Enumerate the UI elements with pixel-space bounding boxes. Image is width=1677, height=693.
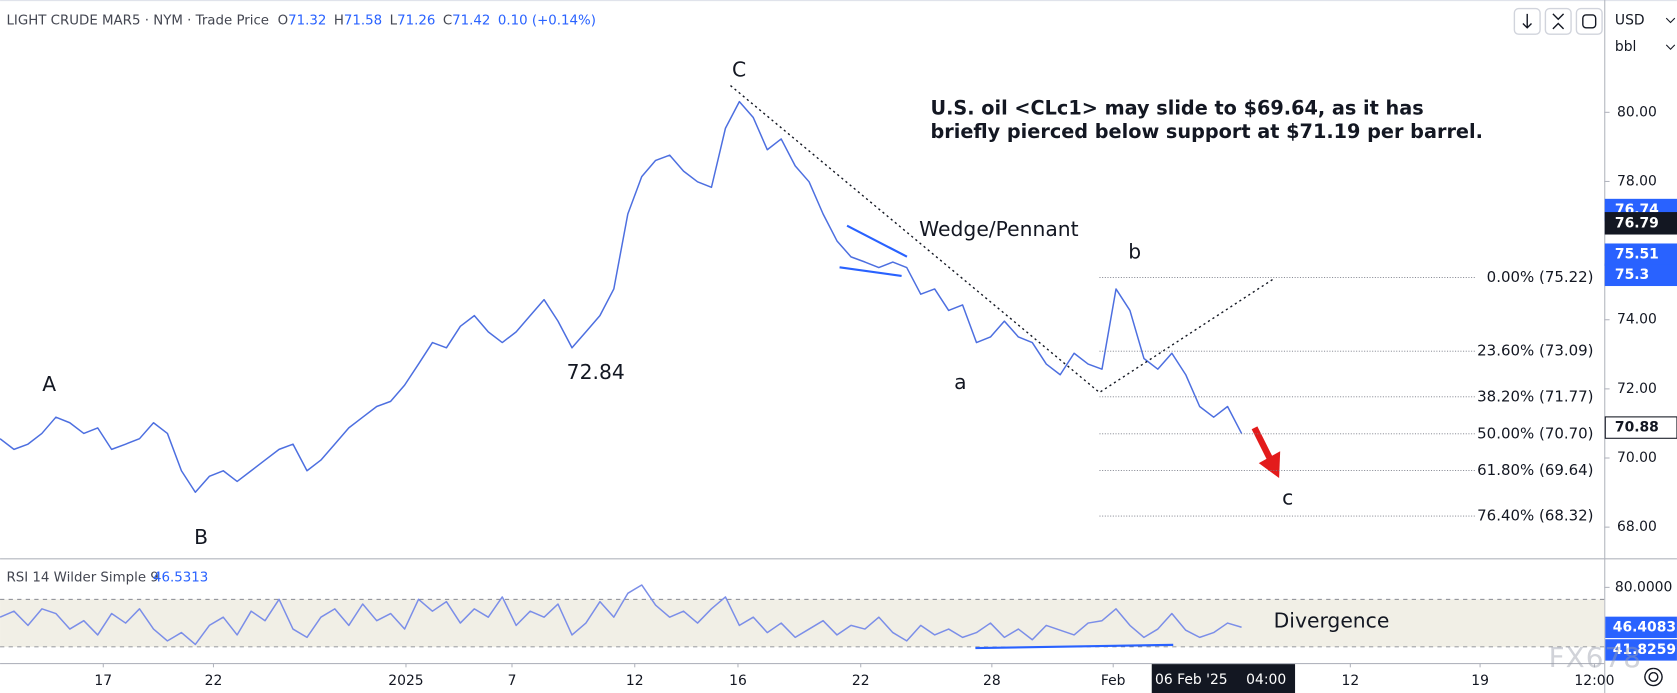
dropdown-chevrons xyxy=(1665,17,1676,50)
x-tick-label: 28 xyxy=(983,673,1001,689)
crosshair-time: 04:00 xyxy=(1246,672,1286,688)
rsi-tag xyxy=(1605,616,1677,639)
x-tick-label: 17 xyxy=(94,673,112,689)
quote-label: H xyxy=(334,13,344,28)
x-tick-label: 12:00 xyxy=(1574,673,1614,689)
note-line: briefly pierced below support at $71.19 … xyxy=(930,120,1482,143)
fib-label: 61.80% (69.64) xyxy=(1477,461,1593,479)
toolbar xyxy=(1513,7,1663,687)
quote-value: 71.42 xyxy=(452,13,490,28)
quote-label: L xyxy=(390,13,398,28)
quote-label: O xyxy=(278,13,289,28)
rsi-value: 46.5313 xyxy=(153,571,208,586)
price-label: 72.84 xyxy=(567,360,625,384)
settings-icon[interactable] xyxy=(1644,667,1663,687)
quote-value: 71.26 xyxy=(397,13,435,28)
rsi-band xyxy=(0,599,1605,647)
crosshair-box xyxy=(1151,664,1296,693)
fib-label: 50.00% (70.70) xyxy=(1477,424,1593,442)
watermark: FX678 xyxy=(1549,641,1642,674)
y-tick-label: 78.00 xyxy=(1617,173,1657,189)
price-tag-label: 70.88 xyxy=(1615,420,1659,436)
x-tick-label: 12 xyxy=(626,673,644,689)
arrow-head xyxy=(1258,451,1281,479)
quote-value: 71.32 xyxy=(288,13,326,28)
x-tick-label: 22 xyxy=(852,673,870,689)
wave-label: c xyxy=(1282,485,1293,509)
x-tick-label: 19 xyxy=(1471,673,1489,689)
quote-value: 71.58 xyxy=(344,13,382,28)
fullscreen-button[interactable] xyxy=(1575,7,1603,35)
y-tick-label: 70.00 xyxy=(1617,450,1657,466)
x-tick-label: 16 xyxy=(729,673,747,689)
price-tag-label: 76.79 xyxy=(1615,215,1659,231)
y-tick-label: 80.0000 xyxy=(1615,579,1672,595)
y-tick-label: 68.00 xyxy=(1617,519,1657,535)
note-line: U.S. oil <CLc1> may slide to $69.64, as … xyxy=(930,97,1423,120)
rsi-tag-label: 41.8259 xyxy=(1613,642,1676,658)
price-line xyxy=(0,584,1242,646)
collapse-button[interactable] xyxy=(1544,7,1572,35)
y-tick-label: 72.00 xyxy=(1617,381,1657,397)
wedge-line xyxy=(839,266,902,277)
price-line xyxy=(0,100,1243,494)
x-tick-label: 7 xyxy=(508,673,517,689)
quote-value: 0.10 (+0.14%) xyxy=(498,13,596,28)
wave-label: b xyxy=(1128,239,1141,263)
rsi-band-group xyxy=(0,598,1605,648)
down-arrow xyxy=(1251,426,1281,479)
crosshair-date: 06 Feb '25 xyxy=(1155,672,1228,688)
divergence-line xyxy=(975,643,1174,650)
wave-label: a xyxy=(954,370,966,394)
wave-label: B xyxy=(194,525,208,549)
down-icon xyxy=(1522,13,1532,29)
y-tick-label: 74.00 xyxy=(1617,312,1657,328)
fib-label: 38.20% (71.77) xyxy=(1477,387,1593,405)
collapse-icon xyxy=(1552,13,1565,30)
arrow-shaft xyxy=(1251,426,1273,460)
fullscreen-icon xyxy=(1582,14,1597,29)
rsi-tag xyxy=(1605,639,1677,661)
currency[interactable]: USD xyxy=(1615,12,1645,28)
x-tick-label: 12 xyxy=(1342,673,1360,689)
unit[interactable]: bbl xyxy=(1615,39,1637,55)
scroll-button[interactable] xyxy=(1513,7,1541,35)
fib-label: 0.00% (75.22) xyxy=(1487,268,1594,286)
quote-label: C xyxy=(443,13,452,28)
wave-label: C xyxy=(732,58,746,82)
symbol-title: LIGHT CRUDE MAR5 · NYM · Trade Price xyxy=(6,13,269,28)
price-tag-label: 75.3 xyxy=(1615,267,1649,283)
divergence-label: Divergence xyxy=(1274,608,1390,632)
x-tick-label: Feb xyxy=(1101,673,1126,689)
rsi-tag-label: 46.4083 xyxy=(1613,619,1676,635)
rsi-title: RSI 14 Wilder Simple 9 xyxy=(6,571,158,586)
pattern-label: Wedge/Pennant xyxy=(919,217,1078,241)
fib-label: 23.60% (73.09) xyxy=(1477,342,1593,360)
x-tick-label: 22 xyxy=(205,673,223,689)
plot-layer xyxy=(0,100,1243,646)
y-tick-label: 80.00 xyxy=(1617,104,1657,120)
x-tick-label: 2025 xyxy=(388,673,423,689)
wave-label: A xyxy=(42,372,56,396)
fib-label: 76.40% (68.32) xyxy=(1477,507,1593,525)
price-tag-label: 75.51 xyxy=(1615,247,1659,263)
wedge-line xyxy=(846,224,908,258)
